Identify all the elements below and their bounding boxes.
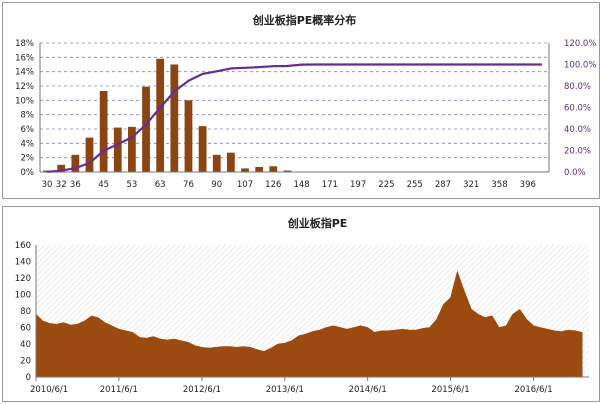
- y-left-tick-label: 14%: [15, 68, 34, 78]
- distribution-bar: [170, 64, 179, 172]
- y-tick-label: 0: [26, 373, 31, 383]
- y-right-tick-label: 60.0%: [564, 104, 591, 114]
- x-tick-label: 2011/6/1: [100, 385, 138, 395]
- x-tick-label: 2016/6/1: [515, 385, 553, 395]
- x-tick-label: 225: [378, 180, 394, 190]
- distribution-bar: [226, 152, 235, 172]
- x-tick-label: 2014/6/1: [349, 385, 387, 395]
- distribution-bar: [57, 164, 66, 172]
- distribution-bar: [241, 168, 249, 172]
- y-left-tick-label: 0%: [21, 168, 35, 178]
- y-right-tick-label: 80.0%: [564, 82, 591, 92]
- pe-distribution-panel: 创业板指PE概率分布 0% 2% 4% 6% 8% 10% 12% 14% 16% 18% 0.0% 2…: [2, 2, 600, 199]
- pe-area-series: [35, 270, 583, 378]
- cumulative-line: [47, 63, 542, 173]
- chart-title: 创业板指PE: [287, 216, 348, 230]
- x-tick-label: 2012/6/1: [183, 385, 221, 395]
- x-tick-label: 396: [520, 180, 536, 190]
- x-tick-label: 126: [265, 180, 281, 190]
- distribution-bar: [85, 137, 94, 172]
- x-tick-label: 63: [155, 180, 166, 190]
- x-tick-label: 287: [435, 180, 451, 190]
- x-tick-label: 358: [491, 180, 507, 190]
- x-tick-label: 45: [98, 180, 109, 190]
- distribution-bar: [156, 58, 165, 173]
- y-right-tick-label: 0.0%: [564, 168, 586, 178]
- y-left-tick-label: 12%: [15, 82, 34, 92]
- x-tick-label: 171: [322, 180, 338, 190]
- y-tick-label: 140: [15, 258, 31, 268]
- pe-distribution-chart: 创业板指PE概率分布 0% 2% 4% 6% 8% 10% 12% 14% 16% 18% 0.0% 2…: [15, 13, 596, 190]
- x-tick-label: 90: [211, 180, 222, 190]
- y-tick-label: 80: [20, 307, 31, 317]
- x-tick-label: 30: [42, 180, 53, 190]
- x-tick-label: 107: [237, 180, 253, 190]
- distribution-bar: [212, 154, 221, 172]
- y-left-tick-label: 6%: [21, 125, 35, 135]
- x-tick-label: 2010/6/1: [30, 385, 68, 395]
- x-tick-label: 36: [70, 180, 81, 190]
- x-tick-label: 197: [350, 180, 366, 190]
- y-left-tick-label: 2%: [21, 154, 35, 164]
- y-left-tick-label: 4%: [21, 139, 35, 149]
- distribution-bar: [113, 127, 122, 172]
- distribution-bar: [255, 166, 264, 172]
- x-tick-label: 32: [56, 180, 67, 190]
- chart-title: 创业板指PE概率分布: [252, 13, 357, 27]
- y-right-tick-label: 40.0%: [564, 125, 591, 135]
- distribution-bar: [99, 91, 108, 172]
- y-tick-label: 120: [15, 274, 31, 284]
- distribution-bar: [269, 166, 278, 172]
- x-tick-label: 255: [407, 180, 423, 190]
- y-right-tick-label: 120.0%: [564, 39, 596, 49]
- pe-history-chart: 创业板指PE 0 20 40 60 80 100 120 140 160 2010/6/1 2011/…: [15, 216, 589, 395]
- x-tick-label: 321: [463, 180, 479, 190]
- y-tick-label: 100: [15, 291, 31, 301]
- y-right-tick-label: 100.0%: [564, 61, 596, 71]
- y-left-tick-label: 16%: [15, 53, 34, 63]
- y-tick-label: 40: [20, 340, 31, 350]
- y-left-tick-label: 10%: [15, 96, 34, 106]
- x-tick-label: 2013/6/1: [266, 385, 304, 395]
- x-tick-label: 53: [126, 180, 137, 190]
- y-left-tick-label: 18%: [15, 39, 34, 49]
- x-tick-label: 2015/6/1: [431, 385, 469, 395]
- y-tick-label: 160: [15, 241, 31, 251]
- distribution-bar: [71, 154, 80, 172]
- distribution-bar: [184, 100, 193, 172]
- y-tick-label: 20: [20, 357, 31, 367]
- distribution-bar: [283, 170, 292, 172]
- y-tick-label: 60: [20, 324, 31, 334]
- y-left-tick-label: 8%: [21, 111, 35, 121]
- y-right-tick-label: 20.0%: [564, 147, 591, 157]
- pe-history-panel: 创业板指PE 0 20 40 60 80 100 120 140 160 2010/6/1 2011/…: [2, 206, 600, 402]
- x-tick-label: 76: [183, 180, 194, 190]
- x-tick-label: 148: [293, 180, 309, 190]
- distribution-bar: [142, 86, 150, 172]
- distribution-bar: [128, 126, 136, 172]
- distribution-bar: [198, 126, 207, 172]
